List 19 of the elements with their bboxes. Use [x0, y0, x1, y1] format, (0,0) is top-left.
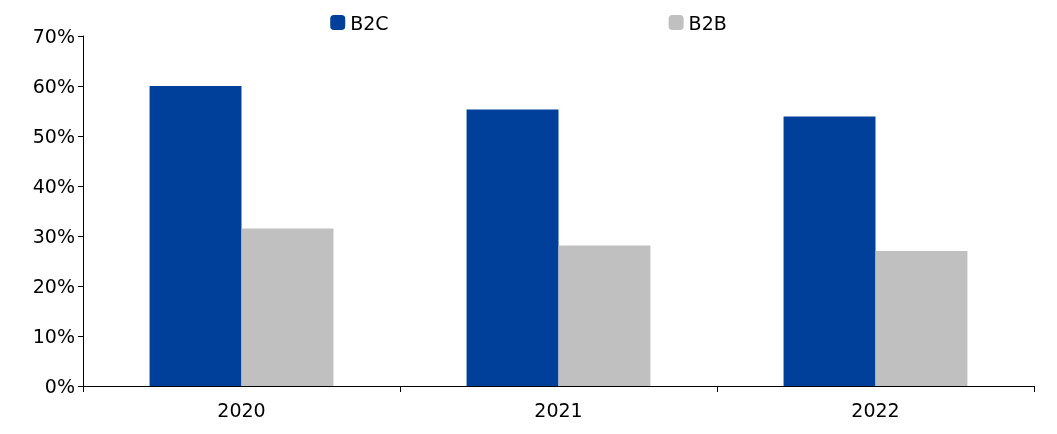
bar	[783, 116, 876, 386]
y-tick-label: 0%	[44, 375, 75, 397]
x-tick-label: 2021	[534, 398, 583, 421]
legend-label: B2C	[350, 11, 389, 34]
bar	[241, 228, 334, 386]
y-tick-label: 50%	[32, 125, 75, 147]
y-tick-label: 40%	[32, 175, 75, 197]
bar	[875, 251, 968, 386]
bar	[558, 245, 651, 386]
x-tick-label: 2020	[217, 398, 266, 421]
bar	[466, 109, 559, 386]
y-tick-label: 20%	[32, 275, 75, 297]
y-tick-label: 70%	[32, 25, 75, 47]
y-tick-label: 60%	[32, 75, 75, 97]
bar	[149, 86, 242, 386]
legend-label: B2B	[688, 11, 727, 34]
y-tick-label: 10%	[32, 325, 75, 347]
y-tick-label: 30%	[32, 225, 75, 247]
x-tick-label: 2022	[851, 398, 900, 421]
